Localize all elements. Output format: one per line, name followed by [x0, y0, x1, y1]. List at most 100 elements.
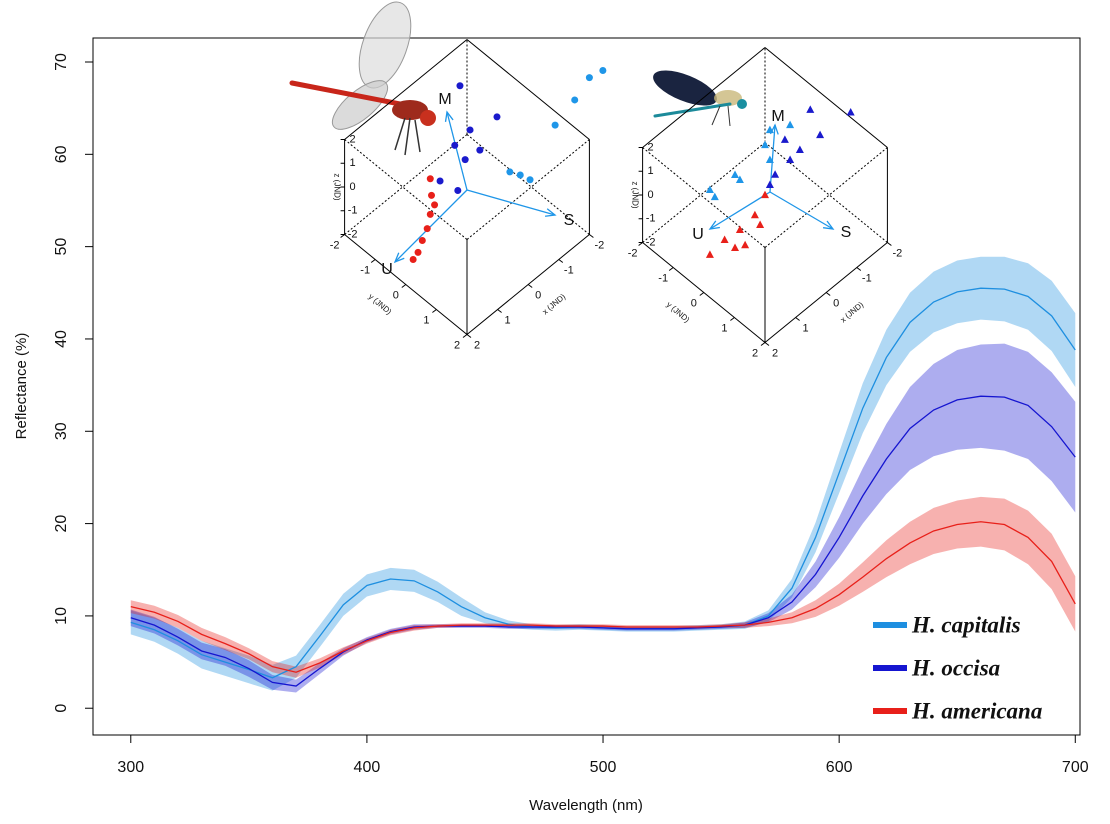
- cube-edge: [642, 142, 766, 243]
- y-tick-label: 2: [454, 339, 460, 351]
- receptor-axis-label: U: [381, 261, 393, 278]
- point: [426, 175, 434, 183]
- x-tick: [527, 284, 533, 288]
- point: [599, 67, 607, 74]
- point: [456, 82, 464, 90]
- arrow-head: [823, 220, 835, 230]
- x-tick-label: -1: [564, 264, 574, 276]
- point: [428, 191, 436, 199]
- arrow-head: [444, 110, 454, 122]
- point: [846, 107, 855, 116]
- point: [705, 250, 714, 258]
- y-tick-label: 1: [423, 314, 429, 326]
- point: [780, 135, 789, 143]
- receptor-axis: [466, 189, 556, 216]
- z-tick-label: 2: [648, 141, 654, 153]
- x-tick: [825, 292, 831, 296]
- x-tick-label: -1: [862, 272, 872, 284]
- x-tick-label: -2: [595, 239, 605, 251]
- y-tick-label: -1: [658, 272, 668, 284]
- point: [409, 256, 417, 263]
- point: [493, 113, 501, 121]
- z-tick-label: 1: [648, 165, 654, 177]
- z-axis-title: z (JND): [630, 181, 639, 208]
- legend-label: H. capitalis: [911, 612, 1021, 637]
- y-tick: [401, 284, 407, 288]
- point: [771, 170, 780, 178]
- z-axis-title: z (JND): [332, 173, 341, 200]
- y-tick: [432, 309, 437, 313]
- point: [426, 210, 434, 218]
- point: [756, 220, 765, 228]
- receptor-axis-label: S: [841, 224, 852, 241]
- point: [735, 225, 744, 233]
- x-tick-label: 2: [474, 339, 480, 351]
- x-tick: [764, 342, 770, 346]
- x-axis-title: x (JND): [839, 300, 866, 325]
- z-tick-label: 0: [350, 181, 356, 193]
- receptor-axis: [769, 191, 834, 230]
- y-tick-label: 30: [53, 422, 70, 440]
- cube-edge: [344, 39, 468, 140]
- cube-edge: [764, 47, 888, 148]
- point: [423, 225, 431, 233]
- z-tick-label: -1: [348, 205, 358, 217]
- confidence-band: [130, 256, 1076, 691]
- y-tick-label: 0: [393, 289, 399, 301]
- dragonfly-red: [289, 1, 436, 156]
- y-axis-title: y (JND): [665, 300, 692, 325]
- x-tick: [558, 259, 564, 263]
- dragonfly-blue: [653, 70, 747, 127]
- cube-edge: [642, 47, 766, 148]
- y-tick: [760, 342, 766, 346]
- x-tick: [795, 317, 800, 321]
- z-tick-label: 0: [648, 189, 654, 201]
- inset-3d: -2 -1 0 1 2 -2 -1 0 1 2 -2 -1 0 1 2 z (JND) y (JND) x (JN…: [330, 39, 607, 351]
- point: [414, 248, 422, 256]
- point: [451, 141, 459, 149]
- y-tick: [370, 259, 376, 263]
- point: [731, 170, 740, 178]
- y-tick: [730, 317, 735, 321]
- y-tick-label: 10: [53, 607, 70, 625]
- z-tick-label: -1: [646, 213, 656, 225]
- cube-edge: [642, 147, 766, 248]
- x-tick-label: 1: [803, 322, 809, 334]
- y-tick-label: 1: [721, 322, 727, 334]
- receptor-axis: [769, 124, 776, 193]
- point: [418, 237, 426, 244]
- z-tick-label: -2: [348, 228, 358, 240]
- receptor-axis: [446, 111, 468, 191]
- point: [786, 120, 795, 129]
- y-tick-label: 20: [53, 515, 70, 533]
- point: [466, 126, 474, 134]
- receptor-axis-label: M: [438, 91, 451, 108]
- x-tick: [856, 267, 862, 271]
- point: [816, 130, 825, 139]
- point: [795, 145, 804, 154]
- receptor-axis: [709, 191, 771, 230]
- y-tick-label: -2: [628, 247, 638, 259]
- point: [786, 155, 795, 164]
- point: [516, 171, 524, 179]
- receptor-axis-label: S: [564, 212, 575, 229]
- point: [741, 240, 750, 249]
- x-tick-label: 500: [590, 759, 617, 776]
- point: [806, 105, 815, 113]
- y-tick-label: 60: [53, 145, 70, 163]
- point: [431, 201, 439, 209]
- y-tick: [699, 292, 705, 296]
- x-tick: [497, 309, 502, 313]
- z-tick-label: 2: [350, 133, 356, 145]
- point: [571, 96, 579, 104]
- receptor-axis-label: U: [692, 226, 704, 243]
- y-tick: [668, 267, 674, 271]
- point: [765, 125, 774, 134]
- arrow-head: [544, 208, 557, 217]
- x-tick: [589, 234, 594, 238]
- point: [436, 177, 444, 185]
- y-tick: [638, 242, 643, 246]
- arrow-head: [708, 220, 720, 230]
- point: [761, 140, 769, 149]
